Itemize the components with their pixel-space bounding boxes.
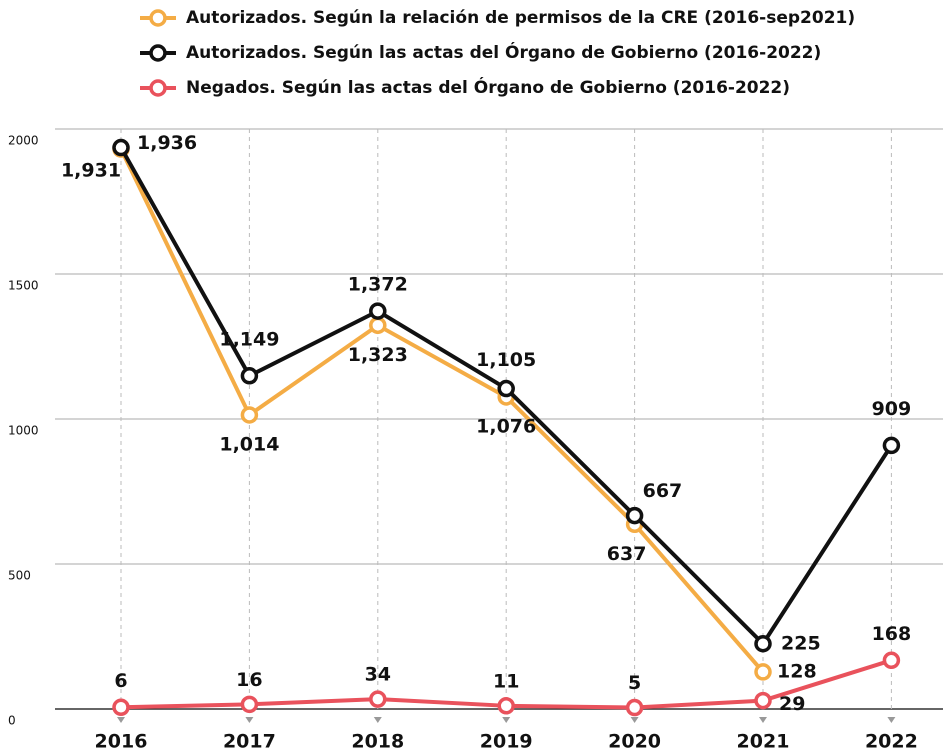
point [882, 651, 901, 670]
value-label: 1,936 [137, 132, 197, 154]
value-label: 637 [607, 543, 647, 565]
value-label: 1,323 [348, 344, 408, 366]
legend-label: Autorizados. Según la relación de permis… [186, 8, 855, 28]
point [240, 406, 259, 424]
x-tick-mark [117, 717, 125, 723]
legend-marker [149, 9, 167, 27]
value-label: 909 [872, 398, 912, 420]
x-tick-mark [887, 717, 896, 723]
point [240, 367, 259, 385]
y-tick-label: 2000 [8, 134, 39, 148]
point [369, 302, 387, 320]
x-tick-mark [759, 717, 767, 723]
x-tick-label: 2021 [737, 731, 790, 753]
point [625, 506, 644, 525]
x-tick-label: 2016 [95, 731, 148, 753]
point [754, 663, 772, 681]
point [754, 691, 772, 710]
legend-marker [149, 79, 167, 97]
x-tick-label: 2017 [223, 731, 276, 753]
value-label: 1,931 [61, 160, 121, 182]
value-label: 1,372 [348, 274, 408, 296]
value-label: 5 [628, 672, 641, 694]
legend-label: Autorizados. Según las actas del Órgano … [186, 41, 821, 63]
point [369, 316, 387, 335]
point [754, 635, 772, 653]
point [112, 138, 130, 157]
point [240, 695, 259, 714]
value-label: 1,014 [219, 433, 279, 455]
value-label: 128 [777, 660, 817, 682]
point [369, 690, 387, 708]
point [112, 698, 130, 717]
value-label: 1,149 [219, 328, 279, 350]
x-tick-label: 2018 [351, 731, 404, 753]
legend-marker [149, 44, 167, 62]
x-tick-label: 2020 [608, 731, 661, 753]
value-label: 225 [781, 632, 821, 654]
legend-label: Negados. Según las actas del Órgano de G… [186, 76, 790, 98]
value-label: 1,105 [476, 349, 536, 371]
point [497, 379, 515, 398]
value-label: 34 [365, 664, 391, 686]
x-tick-label: 2019 [480, 731, 533, 753]
point [882, 436, 901, 455]
x-tick-mark [630, 717, 639, 723]
point [625, 698, 644, 717]
value-label: 6 [114, 670, 127, 692]
x-tick-label: 2022 [865, 731, 918, 753]
value-label: 16 [236, 669, 262, 691]
y-tick-label: 0 [8, 714, 16, 728]
x-tick-mark [245, 717, 254, 723]
series-line [119, 148, 765, 674]
y-tick-label: 500 [8, 569, 31, 583]
value-label: 667 [643, 480, 683, 502]
value-label: 11 [493, 670, 519, 692]
y-tick-label: 1000 [8, 424, 39, 438]
y-tick-label: 1500 [8, 279, 39, 293]
value-label: 1,076 [476, 415, 536, 437]
x-tick-mark [502, 717, 511, 723]
value-label: 168 [872, 623, 912, 645]
value-label: 29 [779, 693, 805, 715]
x-tick-mark [373, 717, 382, 723]
point [497, 697, 515, 715]
